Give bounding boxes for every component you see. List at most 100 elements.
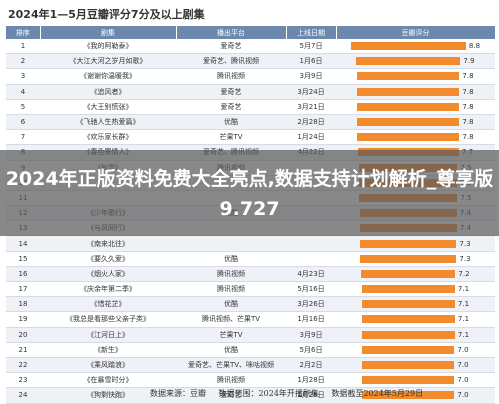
table-row: 21 《新生》 优酷 5月6日 7.0 <box>6 342 495 358</box>
name-cell: 《庆余年第二季》 <box>40 281 176 298</box>
rank-cell: 4 <box>6 84 40 100</box>
date-cell <box>286 235 336 252</box>
table-row: 3 《谢谢你温暖我》 腾讯视频 3月9日 7.8 <box>6 68 495 85</box>
platform-cell: 爱奇艺 <box>176 99 286 115</box>
chart-title: 2024年1—5月豆瓣评分7分及以上剧集 <box>8 8 205 21</box>
platform-cell: 爱奇艺 <box>176 39 286 55</box>
date-cell <box>286 251 336 267</box>
name-cell: 《谢谢你温暖我》 <box>40 68 176 85</box>
date-cell: 3月9日 <box>286 327 336 343</box>
date-cell: 5月16日 <box>286 281 336 298</box>
name-cell: 《我的阿勒泰》 <box>40 39 176 55</box>
score-label: 7.8 <box>462 87 474 96</box>
score-label: 7.0 <box>457 391 469 400</box>
score-label: 7.1 <box>457 330 470 339</box>
platform-cell: 腾讯视频 <box>176 281 286 298</box>
platform-cell: 腾讯视频 <box>176 68 286 85</box>
header-score: 豆瓣评分 <box>336 26 496 39</box>
table-row: 17 《庆余年第二季》 腾讯视频 5月16日 7.1 <box>6 281 495 298</box>
date-cell: 1月6日 <box>286 53 336 70</box>
rank-cell: 19 <box>6 311 40 328</box>
score-bar <box>361 300 455 309</box>
score-bar <box>361 269 456 278</box>
date-cell: 1月25日 <box>286 387 336 404</box>
rank-cell: 2 <box>6 53 40 70</box>
rank-cell: 24 <box>6 387 40 404</box>
score-label: 7.8 <box>462 102 474 111</box>
platform-cell: 优酷 <box>176 342 286 358</box>
score-cell: 7.8 <box>336 114 495 131</box>
footer-range: 数据范围：2024年开播剧集 <box>218 389 319 398</box>
platform-cell: 腾讯视频 <box>176 372 286 389</box>
name-cell: 《烟火人家》 <box>40 266 176 283</box>
rank-cell: 16 <box>6 266 40 283</box>
platform-cell: 腾讯视频 <box>176 266 286 283</box>
score-bar <box>362 391 455 400</box>
rank-cell: 1 <box>6 39 40 55</box>
date-cell: 1月28日 <box>286 372 336 389</box>
table-row: 6 《飞驰人生热爱篇》 优酷 2月28日 7.8 <box>6 114 495 131</box>
score-bar <box>357 133 460 142</box>
score-cell: 7.1 <box>336 311 495 328</box>
footer-cutoff: 数据截至2024年5月29日 <box>331 389 424 398</box>
table-row: 18 《惜花芷》 优酷 3月26日 7.1 <box>6 296 495 313</box>
name-cell: 《大王别慌张》 <box>40 99 176 115</box>
rank-cell: 22 <box>6 357 40 374</box>
platform-cell: 爱奇艺、腾讯视频 <box>176 53 286 70</box>
header-date: 上线日期 <box>286 26 337 39</box>
score-cell: 7.0 <box>336 372 495 389</box>
date-cell: 3月26日 <box>286 296 336 313</box>
date-cell: 1月16日 <box>286 311 336 328</box>
score-label: 7.2 <box>458 269 470 278</box>
table-row: 22 《乘风踏浪》 爱奇艺、芒果TV、咪咕视频 2月2日 7.0 <box>6 357 495 374</box>
date-cell: 3月9日 <box>286 68 336 85</box>
rank-cell: 18 <box>6 296 40 313</box>
score-bar <box>357 87 460 96</box>
overlay-banner <box>0 150 499 236</box>
date-cell: 5月7日 <box>286 39 336 55</box>
table-row: 2 《大江大河之岁月如歌》 爱奇艺、腾讯视频 1月6日 7.9 <box>6 53 495 70</box>
table-row: 20 《江河日上》 芒果TV 3月9日 7.1 <box>6 327 495 343</box>
table-row: 4 《追风者》 爱奇艺 3月24日 7.8 <box>6 84 495 100</box>
date-cell: 4月23日 <box>286 266 336 283</box>
name-cell: 《在暴雪时分》 <box>40 372 176 389</box>
score-bar <box>362 361 455 370</box>
name-cell: 《飞驰人生热爱篇》 <box>40 114 176 131</box>
table-row: 16 《烟火人家》 腾讯视频 4月23日 7.2 <box>6 266 495 283</box>
score-cell: 7.1 <box>336 281 495 298</box>
table-row: 14 《南来北往》 7.3 <box>6 235 495 252</box>
rank-cell: 23 <box>6 372 40 389</box>
score-label: 7.0 <box>457 361 469 370</box>
score-bar <box>361 315 455 324</box>
score-cell: 7.9 <box>336 53 495 70</box>
score-label: 7.0 <box>457 345 469 354</box>
score-label: 7.8 <box>462 133 474 142</box>
rank-cell: 5 <box>6 99 40 115</box>
date-cell: 3月21日 <box>286 99 336 115</box>
platform-cell: 芒果TV <box>176 327 286 343</box>
table-row: 24 《狗剩快跑》 爱奇艺 1月25日 7.0 <box>6 387 495 404</box>
name-cell: 《南来北往》 <box>40 235 176 252</box>
name-cell: 《要久久爱》 <box>40 251 176 267</box>
rank-cell: 20 <box>6 327 40 343</box>
score-bar <box>362 345 455 354</box>
score-bar <box>360 239 457 248</box>
score-cell: 7.0 <box>336 357 495 374</box>
score-label: 7.8 <box>462 72 474 81</box>
score-label: 7.8 <box>462 118 474 127</box>
score-label: 7.3 <box>459 239 471 248</box>
score-cell: 7.1 <box>336 296 495 313</box>
score-cell: 7.8 <box>336 99 495 115</box>
date-cell: 2月2日 <box>286 357 336 374</box>
rank-cell: 3 <box>6 68 40 85</box>
score-label: 7.9 <box>463 57 475 66</box>
score-bar <box>361 330 455 339</box>
table-row: 15 《要久久爱》 优酷 7.3 <box>6 251 495 267</box>
table-row: 23 《在暴雪时分》 腾讯视频 1月28日 7.0 <box>6 372 495 389</box>
score-bar <box>360 254 457 263</box>
score-bar <box>350 42 466 51</box>
score-bar <box>356 57 461 66</box>
platform-cell <box>176 235 286 252</box>
date-cell: 2月28日 <box>286 114 336 131</box>
header-name: 剧集 <box>40 26 177 39</box>
